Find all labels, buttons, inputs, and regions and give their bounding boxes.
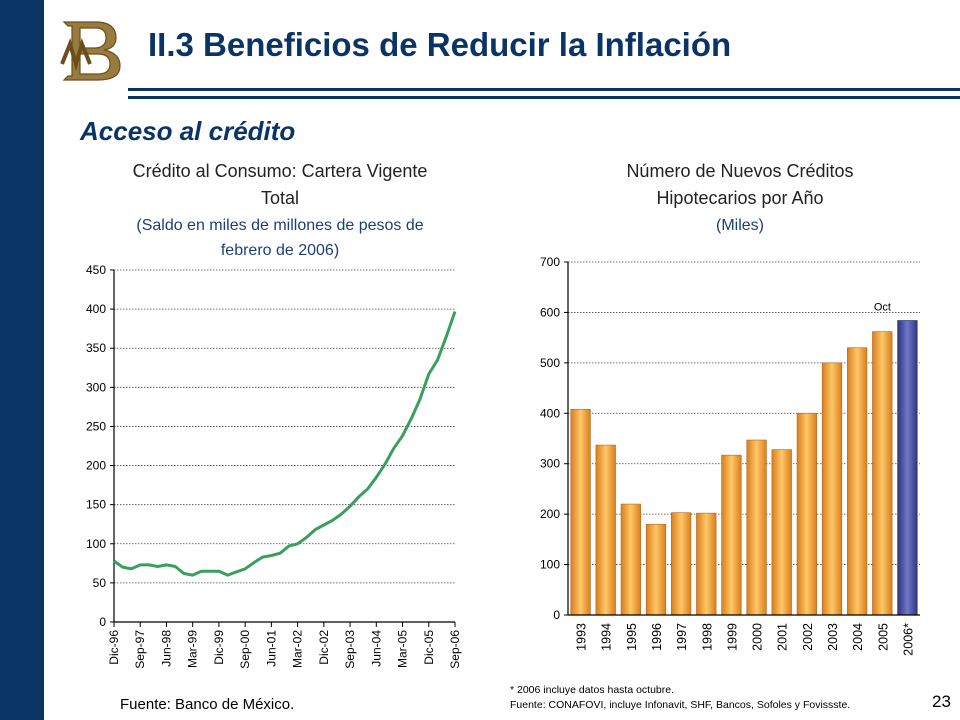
bar-1998 — [696, 512, 717, 616]
bar-1994 — [595, 444, 616, 616]
left-y-tick-label: 150 — [86, 498, 106, 512]
header-divider-top — [128, 88, 960, 91]
left-y-tick-label: 250 — [86, 419, 106, 433]
right-x-tick-label: 1993 — [575, 623, 589, 651]
left-x-tick-label: Dic-02 — [317, 630, 331, 665]
left-chart-source: Fuente: Banco de México. — [120, 696, 295, 713]
left-x-tick-label: Sep-97 — [133, 630, 147, 669]
bar-2001 — [771, 449, 792, 616]
left-y-tick-label: 100 — [86, 537, 106, 551]
left-y-tick-label: 300 — [86, 380, 106, 394]
consumer-credit-line-chart: 0 50 100 150 200 250 300 350 400 450 Dic-96 Sep-97 J… — [86, 263, 462, 669]
right-y-tick-label: 600 — [540, 305, 560, 319]
left-x-tick-label: Mar-02 — [291, 630, 305, 668]
right-chart-title-line2: Hipotecarios por Año — [656, 188, 824, 208]
consumer-credit-series-line — [113, 311, 457, 577]
bar-1997 — [671, 512, 692, 616]
bar-1993 — [570, 408, 591, 616]
left-y-tick-label: 350 — [86, 341, 106, 355]
left-x-tick-label: Dic-05 — [422, 630, 436, 665]
left-x-tick-label: Sep-03 — [343, 630, 357, 669]
left-x-tick-label: Dic-99 — [212, 630, 226, 665]
left-y-tick-label: 200 — [86, 459, 106, 473]
left-x-tick-label: Jun-01 — [264, 630, 278, 667]
right-x-tick-label: 1994 — [600, 623, 614, 651]
right-y-tick-label: 500 — [540, 356, 560, 370]
left-x-tick-label: Jun-04 — [369, 630, 383, 667]
right-x-tick-label: 2004 — [851, 623, 865, 651]
bar-2006 — [897, 320, 918, 616]
page-number: 23 — [932, 692, 951, 711]
left-y-tick-label: 50 — [93, 576, 107, 590]
banxico-bm-monogram-icon — [60, 21, 121, 81]
bar-1996 — [645, 523, 667, 616]
right-x-tick-label: 2002 — [801, 623, 815, 651]
right-y-tick-label: 100 — [540, 558, 560, 572]
right-x-tick-label: 1999 — [725, 623, 739, 651]
bar-1999 — [721, 454, 742, 616]
bar-2002 — [796, 412, 817, 616]
left-y-tick-label: 0 — [99, 615, 106, 629]
right-x-tick-label: 1995 — [625, 623, 639, 651]
right-y-tick-label: 700 — [540, 255, 560, 269]
right-x-tick-label: 1996 — [650, 623, 664, 651]
right-x-tick-label: 2000 — [751, 623, 765, 651]
left-chart-subtitle-line2: febrero de 2006) — [220, 242, 340, 259]
right-y-tick-label: 0 — [553, 608, 560, 622]
right-chart-source: Fuente: CONAFOVI, incluye Infonavit, SHF… — [510, 699, 851, 711]
bar-2004 — [847, 347, 868, 616]
bar-2003 — [821, 362, 843, 616]
right-chart-title-line1: Número de Nuevos Créditos — [626, 161, 854, 181]
header-divider-bottom — [128, 96, 960, 99]
left-x-tick-label: Dic-96 — [107, 630, 121, 665]
bar-1995 — [620, 503, 641, 616]
right-x-tick-label: 2006* — [901, 623, 915, 656]
bar-2005 — [872, 331, 893, 616]
right-x-tick-label: 1997 — [675, 623, 689, 651]
right-x-tick-label: 2001 — [776, 623, 790, 651]
left-x-tick-label: Jun-98 — [159, 630, 173, 667]
right-y-tick-label: 400 — [540, 406, 560, 420]
left-chart-subtitle-line1: (Saldo en miles de millones de pesos de — [136, 217, 424, 234]
page-title: II.3 Beneficios de Reducir la Inflación — [148, 26, 732, 63]
right-y-tick-label: 300 — [540, 457, 560, 471]
right-chart-footnote: * 2006 incluye datos hasta octubre. — [510, 684, 675, 696]
left-x-tick-label: Mar-99 — [186, 630, 200, 668]
left-y-tick-label: 450 — [86, 263, 106, 277]
right-y-tick-label: 200 — [540, 507, 560, 521]
right-x-tick-label: 1998 — [700, 623, 714, 651]
left-x-tick-label: Mar-05 — [396, 630, 410, 668]
left-accent-bar — [0, 0, 44, 720]
mortgage-credits-bar-chart: 0 100 200 300 400 500 600 700 1993 1994 1995 1996 19… — [540, 255, 920, 656]
left-x-tick-label: Sep-00 — [238, 630, 252, 669]
section-subtitle: Acceso al crédito — [80, 116, 296, 146]
right-x-tick-label: 2005 — [876, 623, 890, 651]
bar-2000 — [746, 439, 767, 616]
right-chart-subtitle: (Miles) — [716, 217, 764, 234]
right-x-tick-label: 2003 — [826, 623, 840, 651]
oct-annotation: Oct — [874, 301, 891, 313]
left-chart-title-line1: Crédito al Consumo: Cartera Vigente — [132, 161, 428, 181]
left-y-tick-label: 400 — [86, 302, 106, 316]
left-x-tick-label: Sep-06 — [448, 630, 462, 669]
left-chart-title-line2: Total — [260, 188, 300, 208]
